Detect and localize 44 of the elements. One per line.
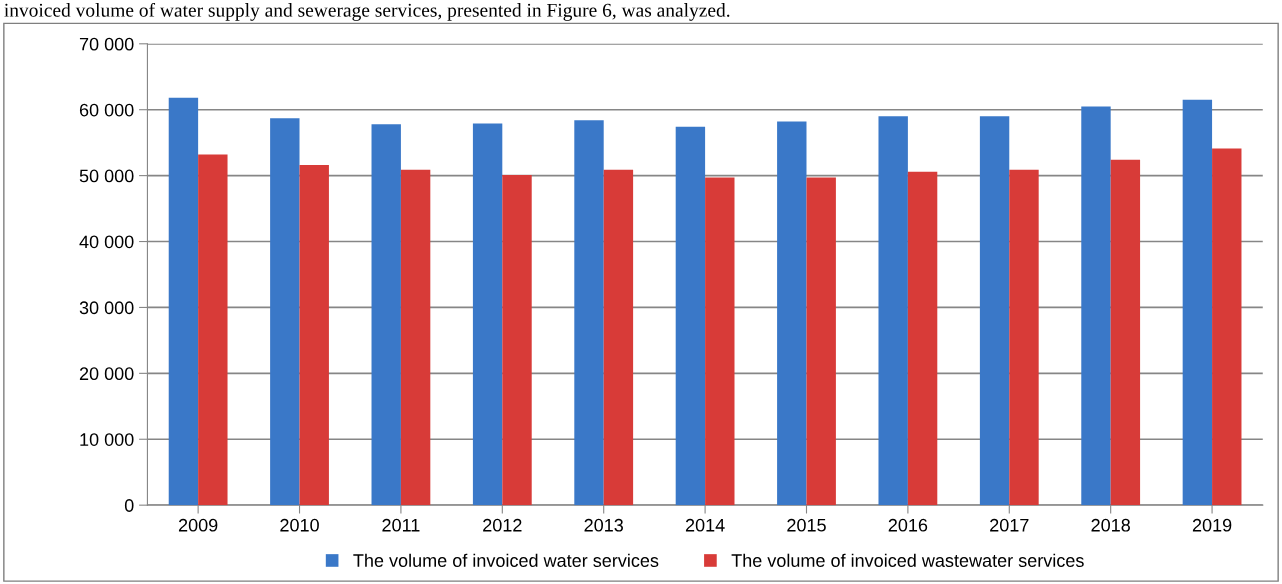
bar bbox=[1212, 148, 1242, 506]
bar bbox=[777, 121, 807, 506]
bar bbox=[168, 97, 199, 506]
x-tick-label: 2011 bbox=[382, 518, 420, 532]
bar bbox=[603, 169, 634, 506]
x-tick-label: 2017 bbox=[990, 518, 1029, 532]
bar bbox=[400, 169, 431, 506]
x-tick-label: 2019 bbox=[1192, 518, 1232, 532]
y-tick-label: 50 000 bbox=[79, 169, 134, 183]
y-tick-label: 40 000 bbox=[79, 235, 134, 249]
bar bbox=[1182, 99, 1213, 506]
bar bbox=[574, 120, 604, 506]
bar bbox=[675, 126, 706, 506]
bar bbox=[270, 118, 300, 506]
y-tick-label: 20 000 bbox=[79, 367, 134, 381]
x-tick-label: 2010 bbox=[280, 518, 319, 532]
bar bbox=[705, 177, 735, 506]
bar bbox=[502, 174, 532, 506]
bar bbox=[878, 116, 908, 506]
bar bbox=[299, 165, 329, 506]
y-tick-label: 70 000 bbox=[79, 37, 134, 51]
bar bbox=[1009, 169, 1039, 506]
text: invoiced volume of water supply and sewerage services, presented in Figure 6, was analyzed. bbox=[4, 2, 730, 21]
bar bbox=[472, 123, 503, 506]
bar bbox=[979, 116, 1010, 506]
x-tick-label: 2012 bbox=[483, 518, 522, 532]
x-tick-label: 2009 bbox=[178, 518, 218, 532]
x-tick-label: 2018 bbox=[1091, 518, 1130, 532]
y-tick-label: 30 000 bbox=[79, 301, 134, 315]
x-tick-label: 2014 bbox=[685, 518, 725, 532]
bar bbox=[1081, 106, 1111, 506]
x-tick-label: 2015 bbox=[787, 518, 826, 532]
y-tick-label: 60 000 bbox=[79, 103, 134, 117]
x-tick-label: 2016 bbox=[888, 518, 928, 532]
x-tick-label: 2013 bbox=[584, 518, 623, 532]
y-tick-label: 0 bbox=[124, 499, 134, 512]
y-tick-label: 10 000 bbox=[80, 433, 134, 446]
legend-label: The volume of invoiced water services bbox=[353, 553, 659, 567]
bar bbox=[907, 171, 938, 506]
legend-label: The volume of invoiced wastewater services bbox=[731, 553, 1084, 567]
bar bbox=[1110, 159, 1141, 506]
bar bbox=[198, 154, 228, 506]
bar bbox=[806, 177, 836, 506]
bar bbox=[371, 124, 401, 506]
